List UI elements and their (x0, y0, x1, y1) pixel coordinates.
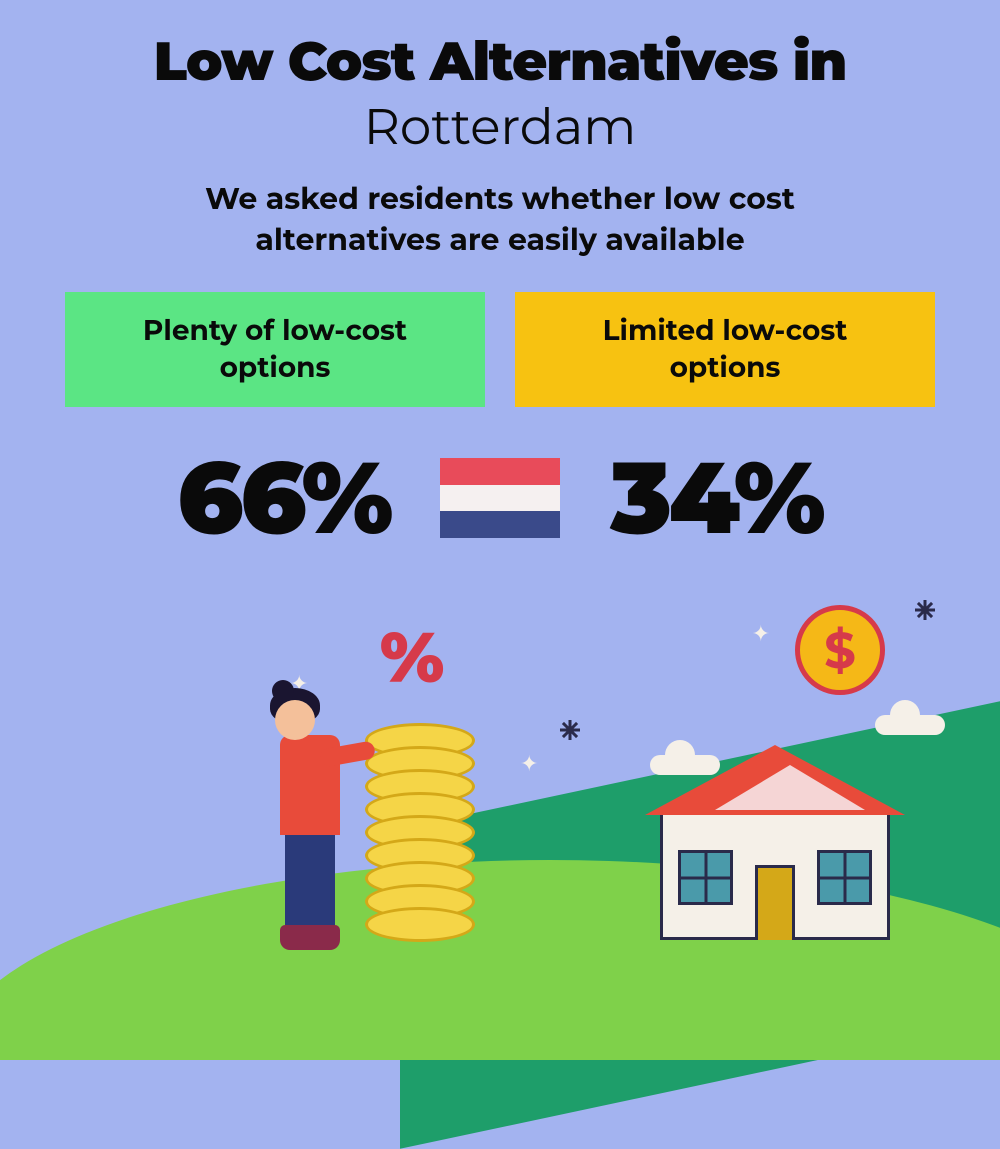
sparkle-icon: ✦ (752, 620, 770, 647)
option-limited: Limited low-cost options (515, 292, 935, 407)
flag-stripe-blue (440, 511, 560, 538)
house-icon (660, 750, 890, 940)
coin-stack-icon (365, 723, 475, 930)
option-plenty: Plenty of low-cost options (65, 292, 485, 407)
cloud-icon (875, 715, 945, 735)
infographic-container: Low Cost Alternatives in Rotterdam We as… (0, 0, 1000, 1000)
stat-left: 66% (177, 437, 390, 559)
flag-stripe-red (440, 458, 560, 485)
person-icon (270, 680, 360, 940)
title-line2: Rotterdam (0, 96, 1000, 157)
stats-row: 66% 34% (0, 437, 1000, 559)
dollar-coin-icon: $ (795, 605, 885, 695)
sparkle-icon: ✦ (520, 750, 538, 777)
subtitle: We asked residents whether low cost alte… (120, 179, 880, 260)
flag-stripe-white (440, 485, 560, 512)
illustration-scene: $ ✦ ✦ ✦ % (0, 600, 1000, 1000)
burst-icon (910, 610, 940, 640)
netherlands-flag-icon (440, 458, 560, 538)
burst-icon (555, 730, 585, 760)
title-line1: Low Cost Alternatives in (0, 0, 1000, 94)
options-row: Plenty of low-cost options Limited low-c… (0, 292, 1000, 407)
percent-icon: % (380, 614, 444, 700)
stat-right: 34% (610, 437, 822, 559)
